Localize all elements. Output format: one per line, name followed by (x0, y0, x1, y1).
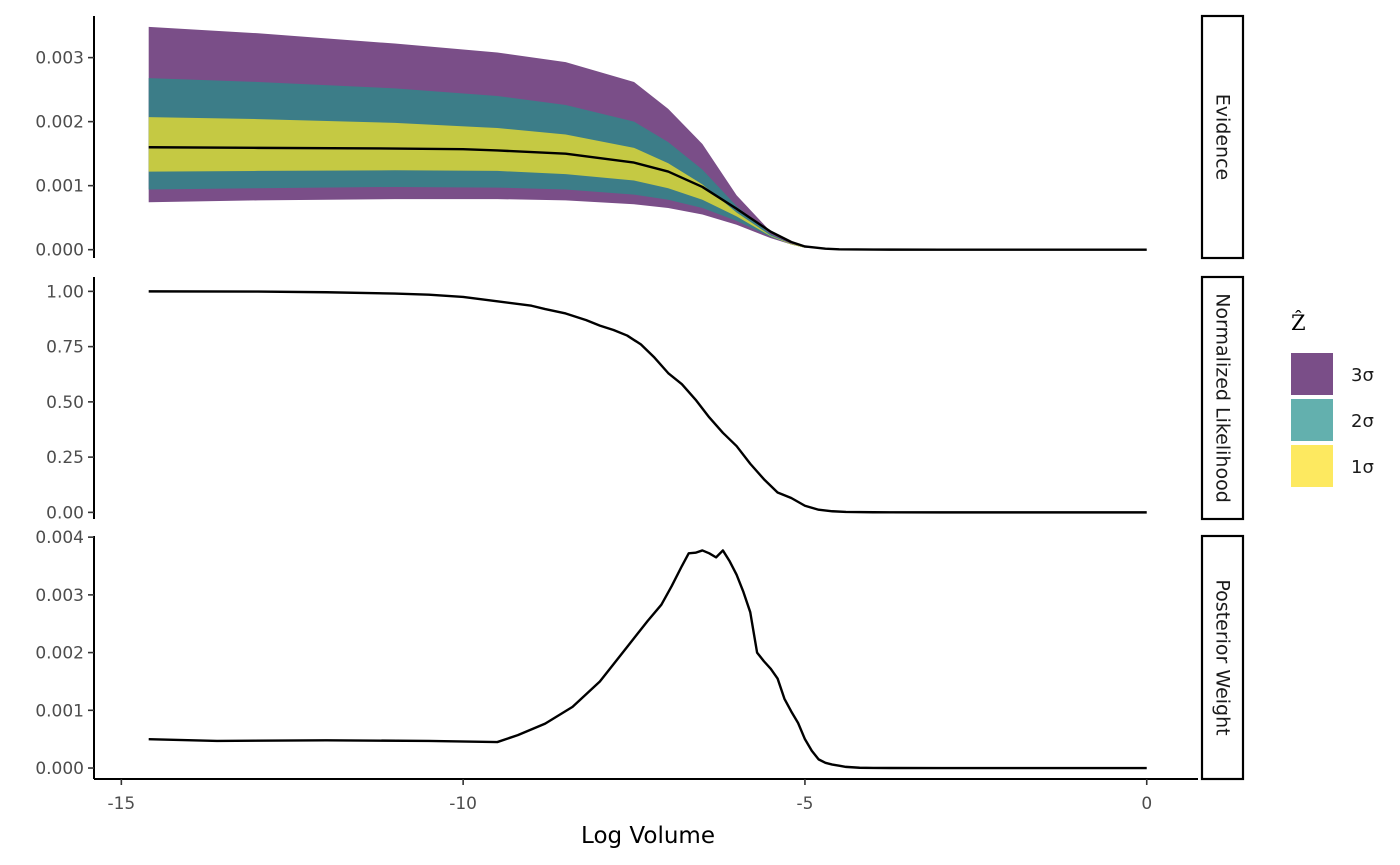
y-tick-label: 0.003 (35, 49, 84, 69)
strip-box (1200, 14, 1245, 260)
legend-key-2σ (1291, 399, 1333, 441)
legend-label: 2σ (1351, 411, 1374, 432)
x-tick-label: -15 (107, 794, 135, 814)
strip-label: Evidence (1212, 94, 1234, 180)
x-tick-label: -10 (449, 794, 477, 814)
y-tick-label: 0.00 (46, 503, 84, 523)
y-tick-label: 0.001 (35, 701, 84, 721)
band-1σ (148, 117, 805, 248)
legend: Ẑ 3σ 2σ 1σ (1291, 311, 1374, 487)
y-tick-label: 0.000 (35, 759, 84, 779)
series-line (148, 290, 1147, 514)
legend-title: Ẑ (1291, 311, 1306, 335)
strip-box (1200, 275, 1245, 521)
y-tick-label: 0.25 (46, 448, 84, 468)
y-tick-label: 0.003 (35, 586, 84, 606)
y-tick-label: 1.00 (46, 282, 84, 302)
strip-label: Posterior Weight (1212, 579, 1234, 735)
strip-label: Normalized Likelihood (1212, 293, 1234, 503)
y-tick-label: 0.004 (35, 528, 84, 548)
y-tick-label: 0.002 (35, 644, 84, 664)
series-line (148, 549, 1147, 770)
y-tick-label: 0.001 (35, 177, 84, 197)
y-tick-label: 0.002 (35, 113, 84, 133)
x-axis: -15 -10 -5 0 (94, 778, 1198, 814)
panel-2: 0.00 0.25 0.50 0.75 1.00 Normalized Likelihoo… (46, 275, 1245, 523)
panel-3: 0.000 0.001 0.002 0.003 0.004 Posterior Weigh… (35, 528, 1245, 781)
y-tick-label: 0.75 (46, 338, 84, 358)
y-tick-label: 0.000 (35, 241, 84, 261)
series-line (148, 146, 1147, 251)
legend-key-1σ (1291, 445, 1333, 487)
x-tick-label: -5 (796, 794, 813, 814)
legend-label: 3σ (1351, 365, 1374, 386)
strip-box (1200, 534, 1245, 781)
legend-label: 1σ (1351, 457, 1374, 478)
x-axis-title: Log Volume (581, 823, 715, 849)
x-tick-label: 0 (1141, 794, 1152, 814)
chart-panels: 0.000 0.001 0.002 0.003 Evidence 0.00 0.25 0.50… (35, 14, 1245, 781)
panel-1: 0.000 0.001 0.002 0.003 Evidence (35, 14, 1245, 261)
y-tick-label: 0.50 (46, 393, 84, 413)
legend-key-3σ (1291, 353, 1333, 395)
